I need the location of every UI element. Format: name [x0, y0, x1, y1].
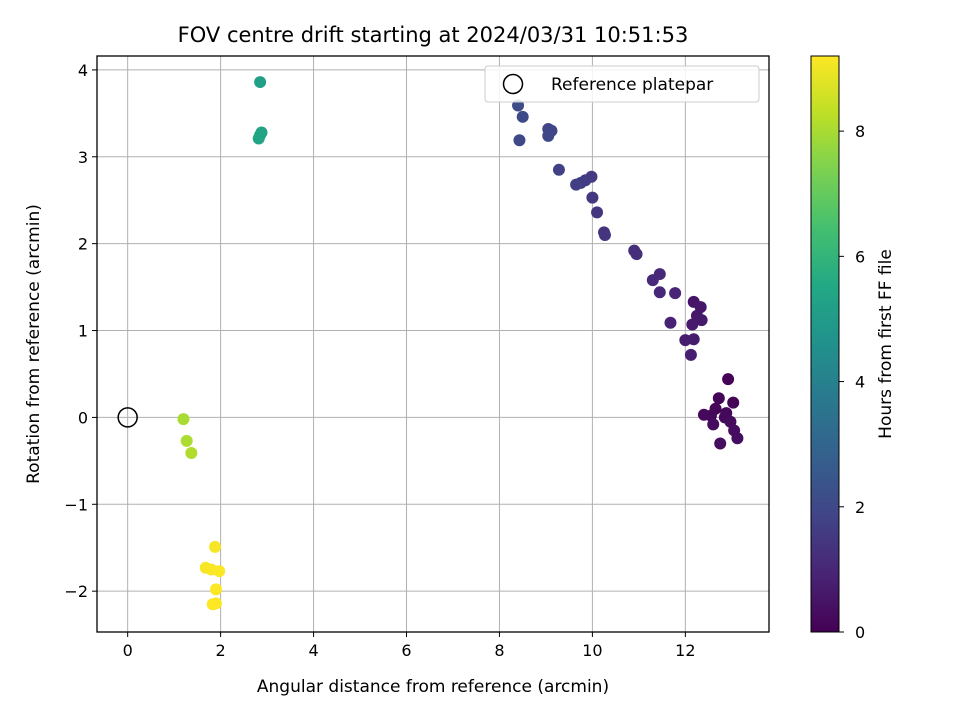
data-point	[254, 76, 267, 89]
data-point	[209, 540, 222, 553]
data-point	[209, 583, 222, 596]
y-axis-ticks: −2 −1 0 1 2 3 4	[64, 61, 97, 601]
colorbar-ticks: 0 2 4 6 8	[839, 122, 865, 642]
data-point	[209, 597, 222, 610]
x-axis-label: Angular distance from reference (arcmin)	[257, 677, 609, 697]
data-point	[695, 314, 708, 327]
data-point	[669, 287, 682, 300]
data-point	[185, 447, 198, 460]
legend-marker-open-circle	[502, 73, 524, 95]
colorbar-tick-label: 4	[855, 373, 865, 392]
data-point	[516, 110, 529, 123]
colorbar-tick-label: 6	[855, 247, 865, 266]
grid	[97, 56, 769, 632]
colorbar-tick-label: 0	[855, 623, 865, 642]
data-point	[552, 163, 565, 176]
y-tick-label: −2	[64, 582, 88, 601]
data-point	[664, 316, 677, 329]
data-point	[686, 318, 699, 331]
data-point	[252, 132, 265, 145]
colorbar: 0 2 4 6 8 Hours from first FF file	[810, 55, 896, 642]
y-tick-label: 1	[78, 322, 88, 341]
y-tick-label: 2	[78, 235, 88, 254]
y-axis-label: Rotation from reference (arcmin)	[24, 204, 44, 484]
x-tick-label: 2	[216, 641, 226, 660]
data-point	[714, 437, 727, 450]
data-point	[598, 228, 611, 241]
data-points	[177, 76, 744, 611]
data-point	[646, 274, 659, 287]
data-point	[679, 334, 692, 347]
x-tick-label: 10	[582, 641, 602, 660]
plot-frame	[96, 55, 770, 633]
x-tick-label: 12	[675, 641, 695, 660]
data-point	[653, 286, 666, 299]
data-point	[712, 392, 725, 405]
colorbar-gradient	[810, 55, 840, 633]
colorbar-tick-label: 2	[855, 498, 865, 517]
legend-label: Reference platepar	[551, 75, 713, 95]
reference-marker-group	[117, 407, 138, 428]
data-point	[177, 413, 190, 426]
y-tick-label: −1	[64, 495, 88, 514]
x-tick-label: 8	[494, 641, 504, 660]
data-point	[707, 418, 720, 431]
data-point	[180, 434, 193, 447]
data-point	[586, 191, 599, 204]
y-tick-label: 4	[78, 61, 88, 80]
data-point	[570, 178, 583, 191]
data-point	[542, 129, 555, 142]
data-point	[213, 565, 226, 578]
x-axis-ticks: 0 2 4 6 8 10 12	[123, 632, 696, 660]
data-point	[512, 99, 525, 112]
colorbar-label: Hours from first FF file	[876, 249, 896, 439]
x-tick-label: 0	[123, 641, 133, 660]
chart-title: FOV centre drift starting at 2024/03/31 …	[178, 23, 689, 47]
reference-platepar-marker	[117, 407, 138, 428]
y-tick-label: 0	[78, 408, 88, 427]
data-point	[731, 432, 744, 445]
data-point	[684, 348, 697, 361]
colorbar-tick-label: 8	[855, 122, 865, 141]
data-point	[630, 248, 643, 261]
data-point	[722, 373, 735, 386]
x-tick-label: 6	[401, 641, 411, 660]
legend-box	[484, 65, 760, 103]
data-point	[513, 134, 526, 147]
x-tick-label: 4	[308, 641, 318, 660]
data-point	[727, 396, 740, 409]
legend: Reference platepar	[484, 65, 760, 103]
y-tick-label: 3	[78, 148, 88, 167]
data-point	[591, 206, 604, 219]
